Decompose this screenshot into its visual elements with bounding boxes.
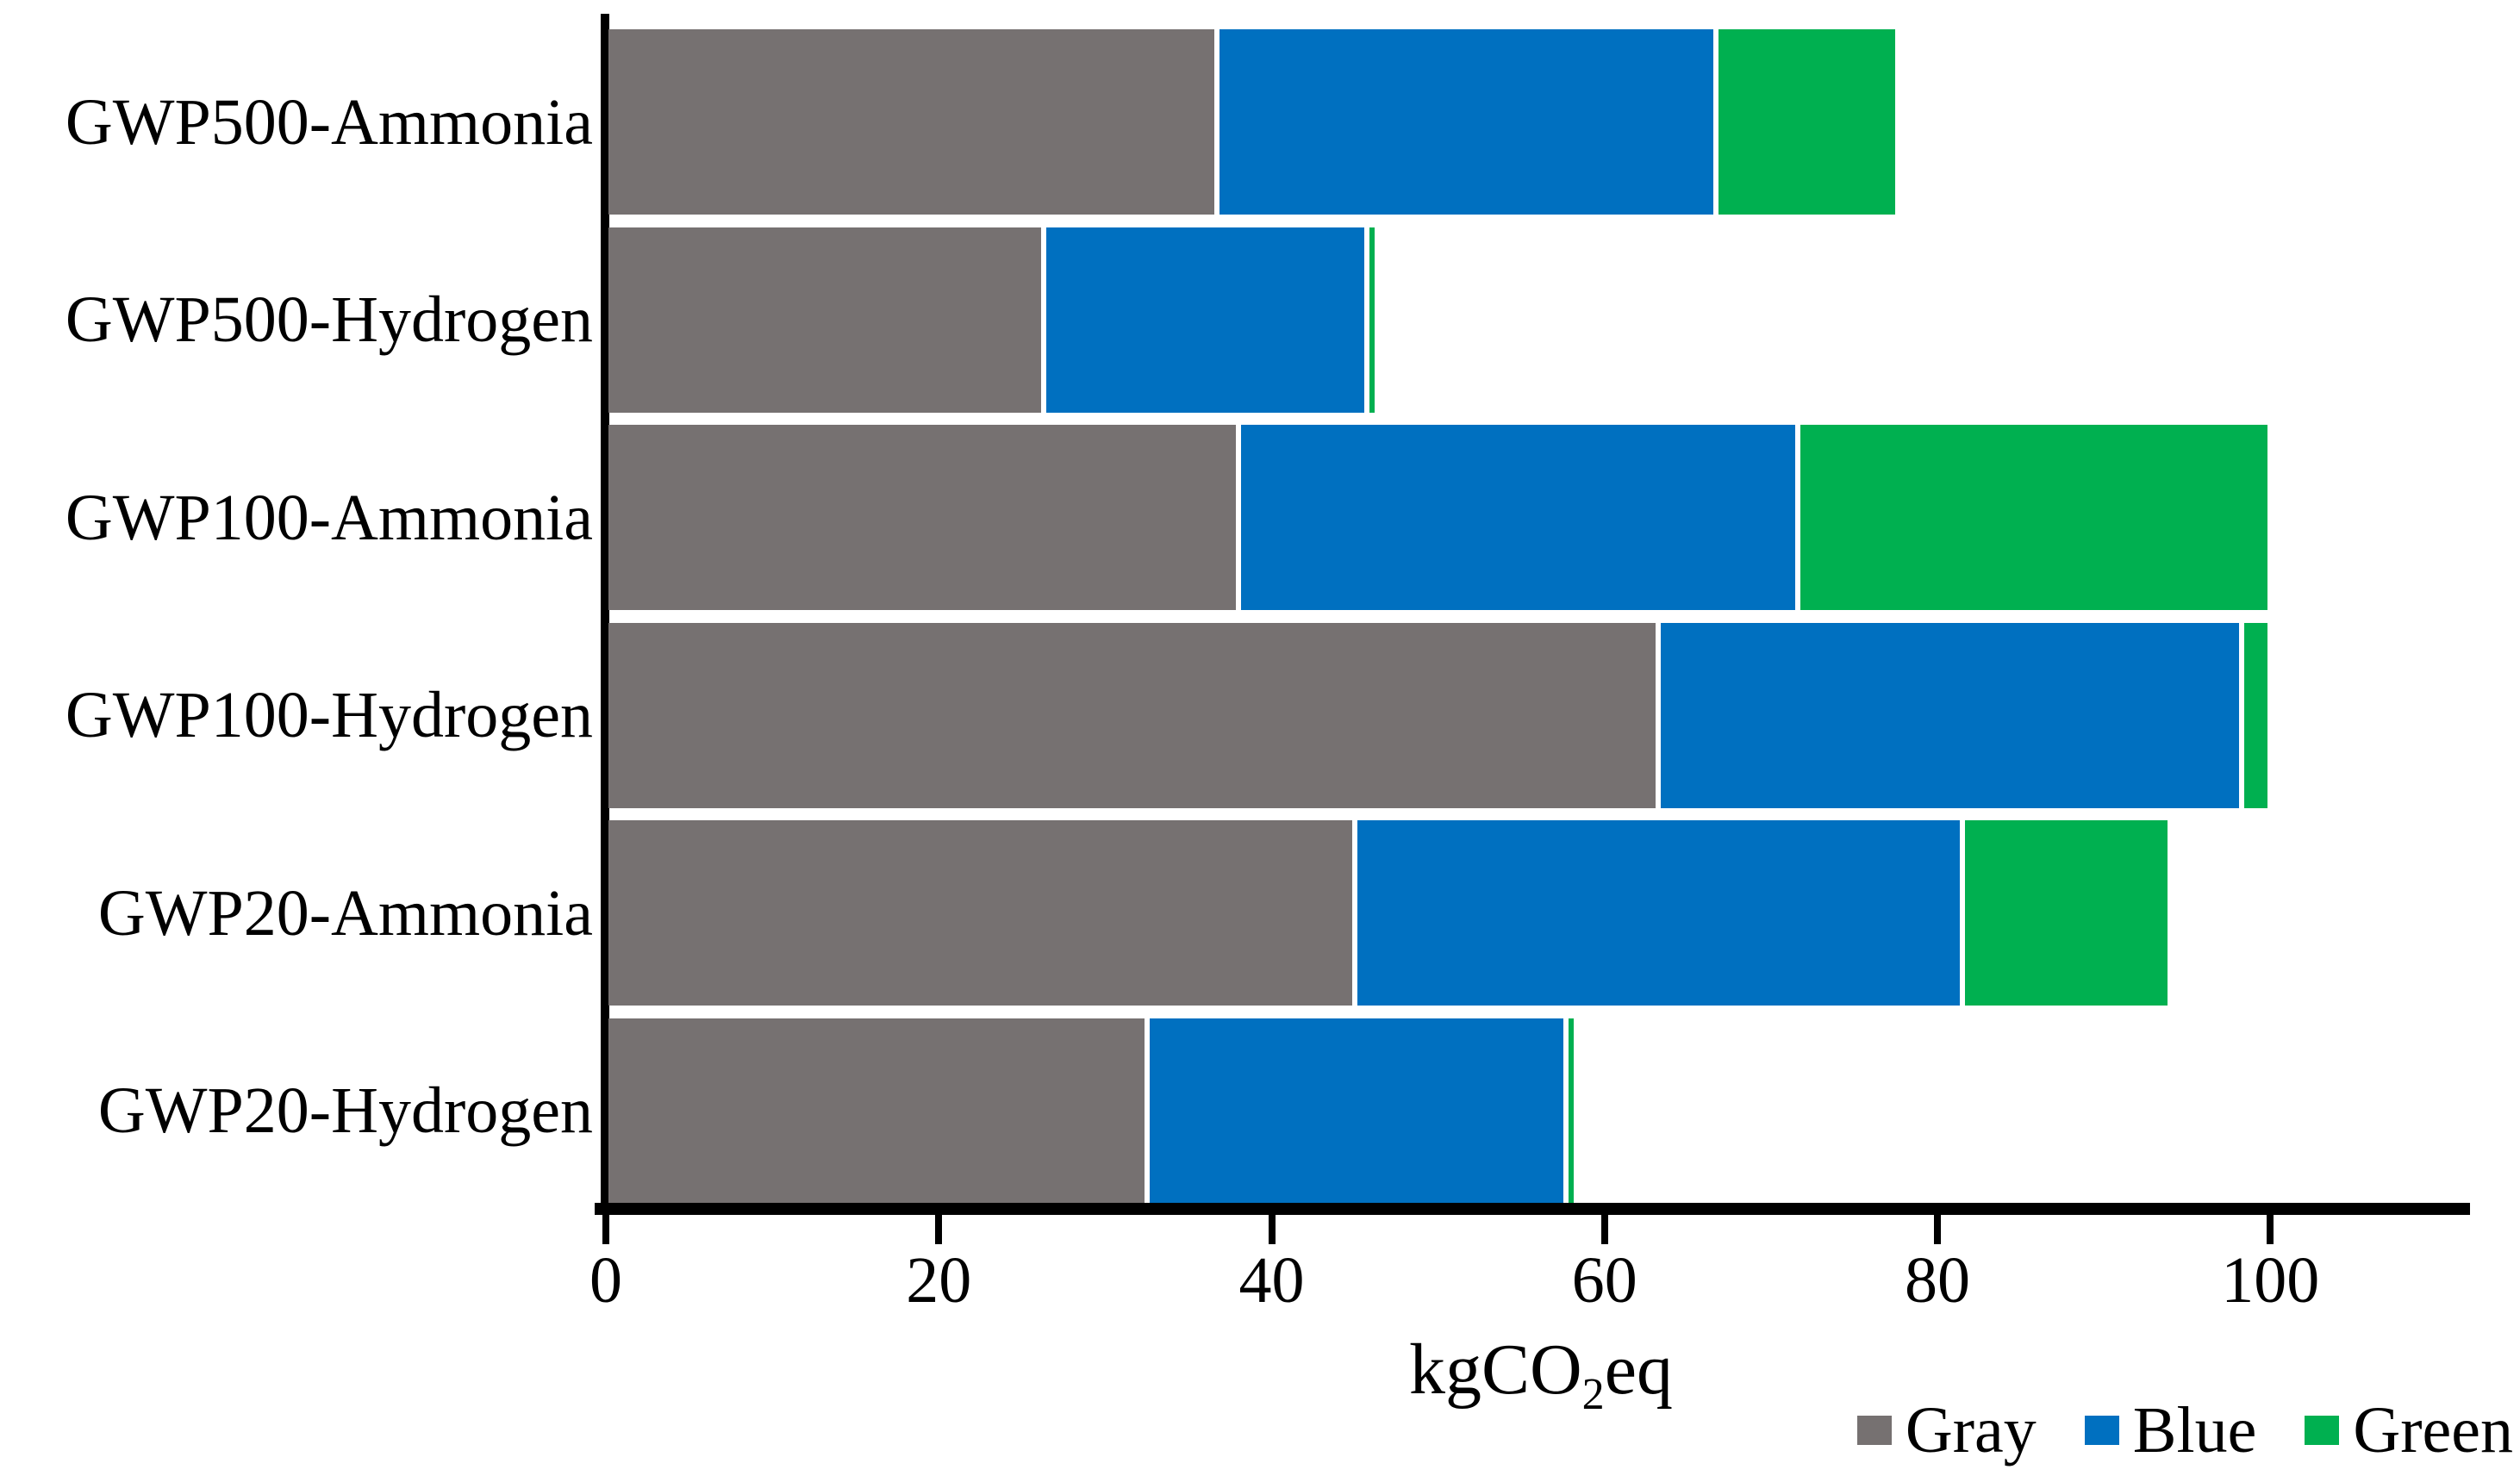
x-axis-tick	[1600, 1215, 1608, 1244]
y-axis-label: GWP500-Hydrogen	[65, 283, 593, 356]
x-axis-title-subscript: 2	[1581, 1369, 1605, 1419]
x-axis-tick-label: 80	[1905, 1244, 1970, 1317]
legend-item-blue: Blue	[2084, 1394, 2257, 1466]
x-axis-tick	[602, 1215, 609, 1244]
y-axis-label: GWP100-Ammonia	[65, 481, 593, 554]
x-axis-title: kgCO2eq	[1409, 1334, 1673, 1417]
y-axis-line	[601, 14, 609, 1211]
legend-marker-gray	[1856, 1416, 1892, 1445]
bar-segment-green	[1964, 820, 2168, 1006]
x-axis-tick	[935, 1215, 943, 1244]
x-axis-tick-label: 20	[906, 1244, 972, 1317]
legend-item-green: Green	[2305, 1398, 2513, 1463]
legend-item-gray: Gray	[1856, 1394, 2037, 1466]
x-axis-tick-label: 0	[589, 1244, 622, 1317]
bar-segment-gray	[608, 29, 1214, 215]
x-axis-tick	[1934, 1215, 1941, 1244]
bar-segment-gray	[608, 1018, 1145, 1204]
legend-label: Gray	[1905, 1394, 2037, 1466]
bar-segment-green	[1369, 227, 1375, 413]
bar-segment-gray	[608, 425, 1236, 610]
bar-segment-blue	[1149, 1018, 1564, 1204]
bar-segment-green	[1800, 425, 2268, 610]
x-axis-tick	[1268, 1215, 1276, 1244]
legend-label: Green	[2353, 1394, 2513, 1466]
y-axis-label: GWP20-Hydrogen	[97, 1074, 593, 1147]
y-axis-label: GWP500-Ammonia	[65, 85, 593, 159]
legend-label: Blue	[2132, 1394, 2257, 1466]
x-axis-tick-label: 60	[1571, 1244, 1637, 1317]
legend-marker-green	[2305, 1416, 2340, 1445]
y-axis-label: GWP100-Hydrogen	[65, 679, 593, 751]
y-axis-label: GWP20-Ammonia	[97, 876, 593, 950]
x-axis-tick	[2267, 1215, 2274, 1244]
bar-segment-blue	[1660, 622, 2240, 808]
bar-segment-blue	[1045, 227, 1364, 413]
bar-segment-blue	[1240, 425, 1795, 610]
legend-marker-blue	[2084, 1416, 2119, 1445]
bar-segment-green	[1569, 1018, 1575, 1204]
bar-segment-green	[2244, 622, 2268, 808]
bar-segment-green	[1718, 29, 1895, 215]
bar-segment-blue	[1219, 29, 1714, 215]
x-axis-title-suffix: eq	[1604, 1329, 1674, 1410]
bar-segment-gray	[608, 820, 1353, 1006]
x-axis-tick-label: 100	[2221, 1244, 2320, 1317]
x-axis-tick-label: 40	[1238, 1244, 1305, 1317]
bar-segment-gray	[608, 622, 1656, 808]
bar-segment-gray	[608, 227, 1041, 413]
legend: Gray Blue Green	[1856, 1394, 2513, 1466]
x-axis-title-prefix: kgCO	[1408, 1329, 1582, 1410]
bar-segment-blue	[1357, 820, 1960, 1006]
x-axis-line	[595, 1203, 2470, 1215]
